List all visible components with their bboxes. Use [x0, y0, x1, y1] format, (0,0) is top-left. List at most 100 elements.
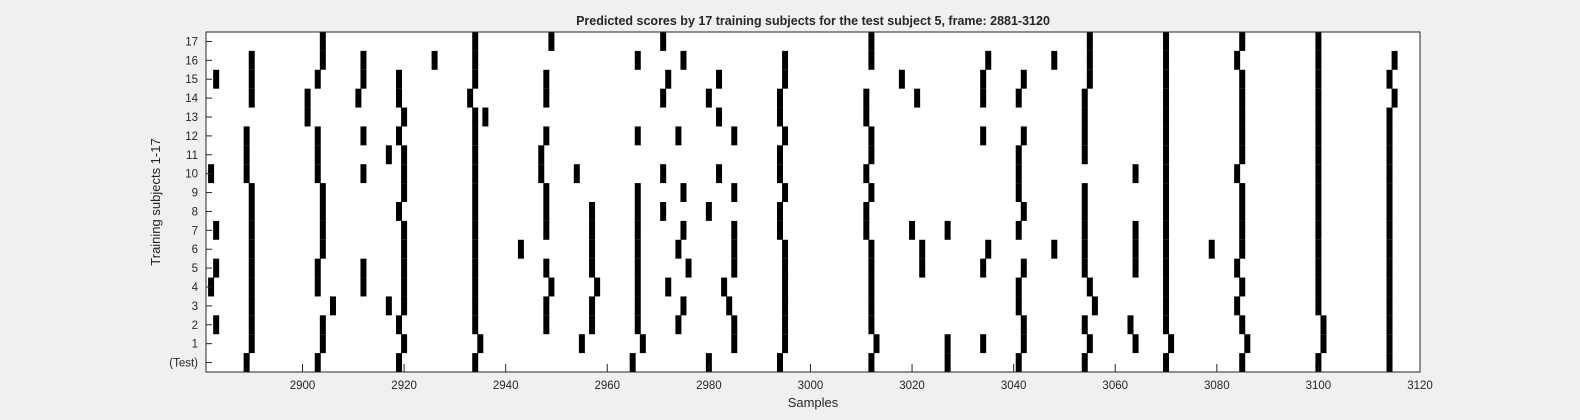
event-mark	[660, 164, 667, 184]
event-mark	[1386, 126, 1393, 146]
event-mark	[401, 277, 408, 297]
event-mark	[1020, 202, 1027, 221]
event-mark	[1015, 88, 1022, 108]
event-mark	[319, 202, 326, 221]
event-mark	[1015, 296, 1022, 316]
event-mark	[1315, 220, 1322, 240]
event-mark	[1081, 107, 1088, 127]
event-mark	[401, 258, 408, 278]
event-mark	[543, 315, 550, 335]
event-mark	[731, 258, 738, 278]
event-mark	[863, 164, 870, 184]
event-mark	[634, 315, 641, 335]
event-mark	[1234, 164, 1241, 184]
x-tick-label: 3040	[1001, 380, 1027, 392]
event-mark	[472, 277, 479, 297]
x-tick-label: 3100	[1306, 380, 1332, 392]
event-mark	[213, 258, 220, 278]
event-mark	[868, 296, 875, 316]
event-mark	[477, 334, 484, 354]
event-mark	[248, 88, 255, 108]
event-mark	[705, 353, 712, 372]
event-mark	[1163, 69, 1170, 89]
event-mark	[1020, 315, 1027, 335]
y-tick-label: 17	[185, 36, 198, 48]
event-mark	[985, 50, 992, 70]
event-mark	[1086, 69, 1093, 89]
event-mark	[517, 239, 524, 259]
event-mark	[1163, 258, 1170, 278]
event-mark	[1239, 277, 1246, 297]
event-mark	[319, 239, 326, 259]
x-tick-label: 2980	[696, 380, 722, 392]
event-mark	[401, 220, 408, 240]
event-mark	[396, 315, 403, 335]
event-mark	[944, 353, 951, 372]
event-mark	[248, 315, 255, 335]
event-mark	[1020, 334, 1027, 354]
event-mark	[1315, 145, 1322, 165]
event-mark	[543, 183, 550, 202]
event-mark	[573, 164, 580, 184]
event-mark	[1163, 164, 1170, 184]
event-mark	[1391, 88, 1398, 108]
event-mark	[472, 164, 479, 184]
event-mark	[898, 69, 905, 89]
event-mark	[1234, 50, 1241, 70]
event-mark	[472, 145, 479, 165]
event-mark	[731, 239, 738, 259]
event-mark	[304, 88, 311, 108]
event-mark	[629, 353, 636, 372]
event-mark	[1239, 145, 1246, 165]
event-mark	[665, 69, 672, 89]
event-mark	[472, 183, 479, 202]
event-mark	[543, 296, 550, 316]
event-mark	[1386, 277, 1393, 297]
event-mark	[1315, 50, 1322, 70]
event-mark	[431, 50, 438, 70]
event-mark	[1315, 32, 1322, 51]
event-mark	[634, 296, 641, 316]
event-mark	[1315, 88, 1322, 108]
event-mark	[589, 239, 596, 259]
event-mark	[472, 107, 479, 127]
event-mark	[1239, 32, 1246, 51]
event-mark	[304, 107, 311, 127]
event-mark	[782, 334, 789, 354]
event-mark	[1163, 277, 1170, 297]
event-mark	[1239, 239, 1246, 259]
event-mark	[634, 126, 641, 146]
y-tick-label: 9	[192, 188, 198, 200]
event-mark	[776, 88, 783, 108]
event-mark	[472, 239, 479, 259]
event-mark	[319, 334, 326, 354]
event-mark	[776, 107, 783, 127]
y-tick-label: 10	[185, 169, 198, 181]
event-mark	[665, 277, 672, 297]
event-mark	[782, 296, 789, 316]
y-tick-label: 5	[192, 263, 198, 275]
event-mark	[782, 69, 789, 89]
event-mark	[1239, 220, 1246, 240]
event-mark	[1081, 239, 1088, 259]
event-mark	[1391, 50, 1398, 70]
event-mark	[1315, 202, 1322, 221]
y-tick-label: 3	[192, 301, 198, 313]
event-mark	[1091, 296, 1098, 316]
x-axis-label: Samples	[788, 395, 839, 410]
event-mark	[776, 220, 783, 240]
event-mark	[589, 202, 596, 221]
event-mark	[1386, 183, 1393, 202]
event-mark	[944, 334, 951, 354]
event-mark	[1086, 334, 1093, 354]
event-mark	[1315, 69, 1322, 89]
event-mark	[589, 258, 596, 278]
event-mark	[1315, 164, 1322, 184]
event-mark	[1239, 202, 1246, 221]
event-mark	[1020, 69, 1027, 89]
x-tick-label: 2960	[594, 380, 620, 392]
event-mark	[1315, 126, 1322, 146]
event-mark	[1320, 334, 1327, 354]
event-mark	[401, 183, 408, 202]
event-mark	[634, 50, 641, 70]
